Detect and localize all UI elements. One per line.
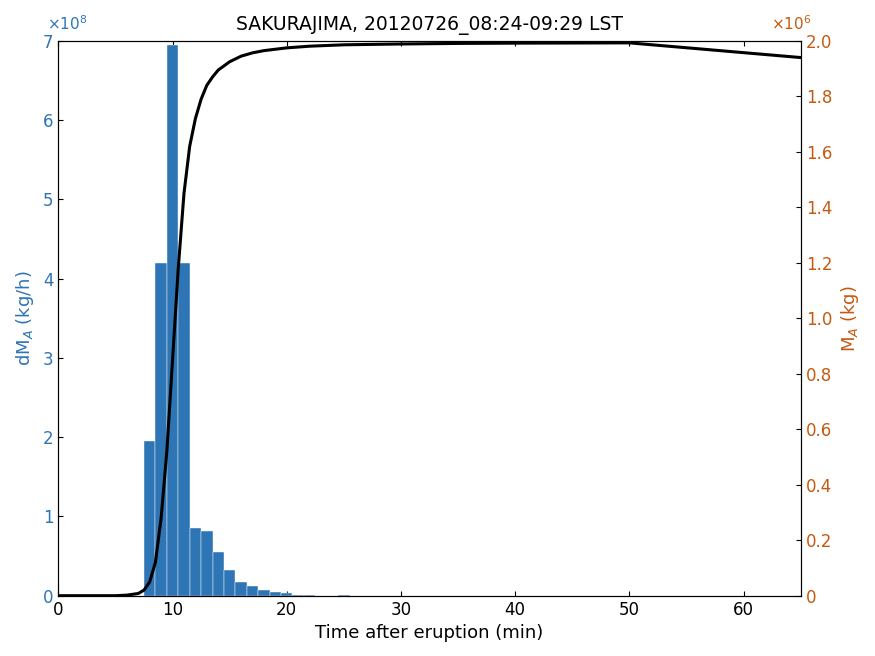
Bar xyxy=(292,594,304,596)
Bar xyxy=(235,583,247,596)
Bar xyxy=(247,586,258,596)
Bar xyxy=(201,531,213,596)
Bar xyxy=(224,569,235,596)
Bar xyxy=(258,590,270,596)
Bar xyxy=(213,552,224,596)
Text: $\times10^6$: $\times10^6$ xyxy=(772,14,812,33)
Bar xyxy=(270,592,281,596)
Bar xyxy=(167,45,178,596)
Bar xyxy=(190,528,201,596)
Y-axis label: dM$_A$ (kg/h): dM$_A$ (kg/h) xyxy=(14,270,36,366)
Text: $\times10^8$: $\times10^8$ xyxy=(47,14,88,33)
Bar xyxy=(178,263,190,596)
Bar xyxy=(156,263,167,596)
Bar xyxy=(281,593,292,596)
Y-axis label: M$_A$ (kg): M$_A$ (kg) xyxy=(839,285,861,352)
Title: SAKURAJIMA, 20120726_08:24-09:29 LST: SAKURAJIMA, 20120726_08:24-09:29 LST xyxy=(236,16,623,35)
X-axis label: Time after eruption (min): Time after eruption (min) xyxy=(316,624,543,642)
Bar xyxy=(144,441,156,596)
